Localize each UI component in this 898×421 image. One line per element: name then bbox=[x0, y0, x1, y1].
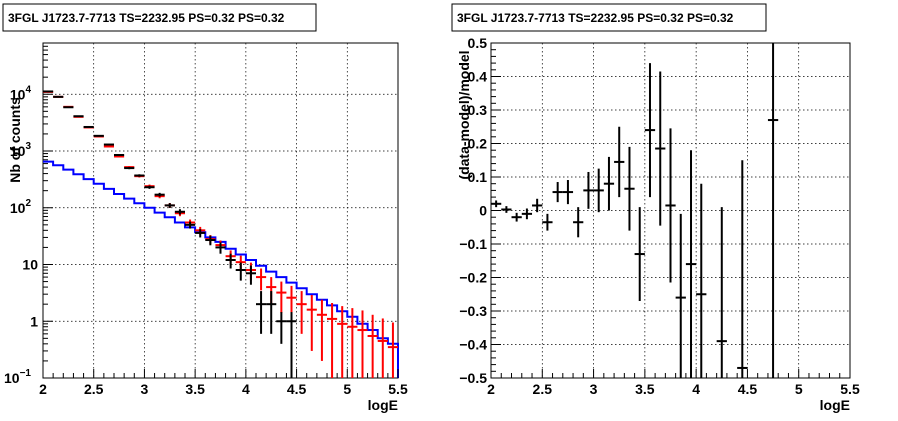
residuals-y-tick-label: −0.2 bbox=[459, 270, 487, 286]
residuals-y-tick-label: −0.1 bbox=[459, 236, 487, 252]
counts-x-tick-label: 4.5 bbox=[287, 381, 307, 397]
residuals-x-tick-label: 3.5 bbox=[635, 381, 655, 397]
residuals-x-tick-label: 2 bbox=[487, 381, 495, 397]
residuals-marks bbox=[491, 43, 779, 378]
counts-plot-frame bbox=[42, 42, 399, 379]
residuals-panel: 2 2.5 3 3.5 4 4.5 5 5.5 −0.5 −0.4 −0.3 −0.2 −0.1 0 0.1… bbox=[451, 3, 860, 413]
counts-y-axis-label: Nb of counts bbox=[7, 97, 23, 183]
residuals-y-tick-label: −0.4 bbox=[459, 337, 487, 353]
counts-model-histogram bbox=[43, 160, 399, 378]
counts-x-tick-label: 2 bbox=[39, 381, 47, 397]
residuals-y-tick-label: 0.3 bbox=[468, 102, 488, 118]
counts-x-axis-label: logE bbox=[368, 397, 398, 413]
residuals-x-axis-label: logE bbox=[820, 397, 850, 413]
counts-title-box: 3FGL J1723.7-7713 TS=2232.95 PS=0.32 PS=… bbox=[2, 3, 317, 32]
residuals-x-tick-label: 5 bbox=[795, 381, 803, 397]
counts-title: 3FGL J1723.7-7713 TS=2232.95 PS=0.32 PS=… bbox=[8, 11, 285, 25]
counts-y-tick-label: 10 bbox=[22, 257, 38, 273]
counts-x-tick-label: 5 bbox=[343, 381, 351, 397]
residuals-x-tick-label: 2.5 bbox=[533, 381, 553, 397]
counts-y-tick-label: 10−1 bbox=[4, 368, 31, 386]
residuals-axes: 2 2.5 3 3.5 4 4.5 5 5.5 −0.5 −0.4 −0.3 −0.2 −0.1 0 0.1… bbox=[459, 35, 860, 397]
residuals-x-tick-label: 3 bbox=[590, 381, 598, 397]
counts-x-tick-label: 5.5 bbox=[388, 381, 408, 397]
counts-y-tick-label: 1 bbox=[30, 313, 38, 329]
residuals-y-tick-label: 0 bbox=[479, 203, 487, 219]
counts-y-tick-label: 102 bbox=[10, 198, 32, 216]
residuals-y-tick-label: 0.2 bbox=[468, 136, 488, 152]
residuals-x-tick-label: 5.5 bbox=[840, 381, 860, 397]
residuals-y-tick-label: 0.5 bbox=[468, 35, 488, 51]
counts-marks bbox=[43, 90, 399, 378]
counts-x-tick-label: 2.5 bbox=[84, 381, 104, 397]
residuals-y-tick-label: 0.4 bbox=[468, 69, 488, 85]
residuals-x-tick-label: 4.5 bbox=[738, 381, 758, 397]
residuals-title: 3FGL J1723.7-7713 TS=2232.95 PS=0.32 PS=… bbox=[457, 11, 734, 25]
residuals-title-box: 3FGL J1723.7-7713 TS=2232.95 PS=0.32 PS=… bbox=[451, 3, 767, 32]
residuals-x-tick-label: 4 bbox=[692, 381, 700, 397]
counts-x-tick-label: 3.5 bbox=[185, 381, 205, 397]
counts-x-tick-label: 4 bbox=[242, 381, 250, 397]
residuals-y-tick-label: −0.3 bbox=[459, 303, 487, 319]
residuals-y-tick-label: 0.1 bbox=[468, 169, 488, 185]
residuals-y-axis-label: (data-model)/model bbox=[456, 50, 472, 179]
residuals-y-tick-label: −0.5 bbox=[459, 370, 487, 386]
counts-x-tick-label: 3 bbox=[141, 381, 149, 397]
